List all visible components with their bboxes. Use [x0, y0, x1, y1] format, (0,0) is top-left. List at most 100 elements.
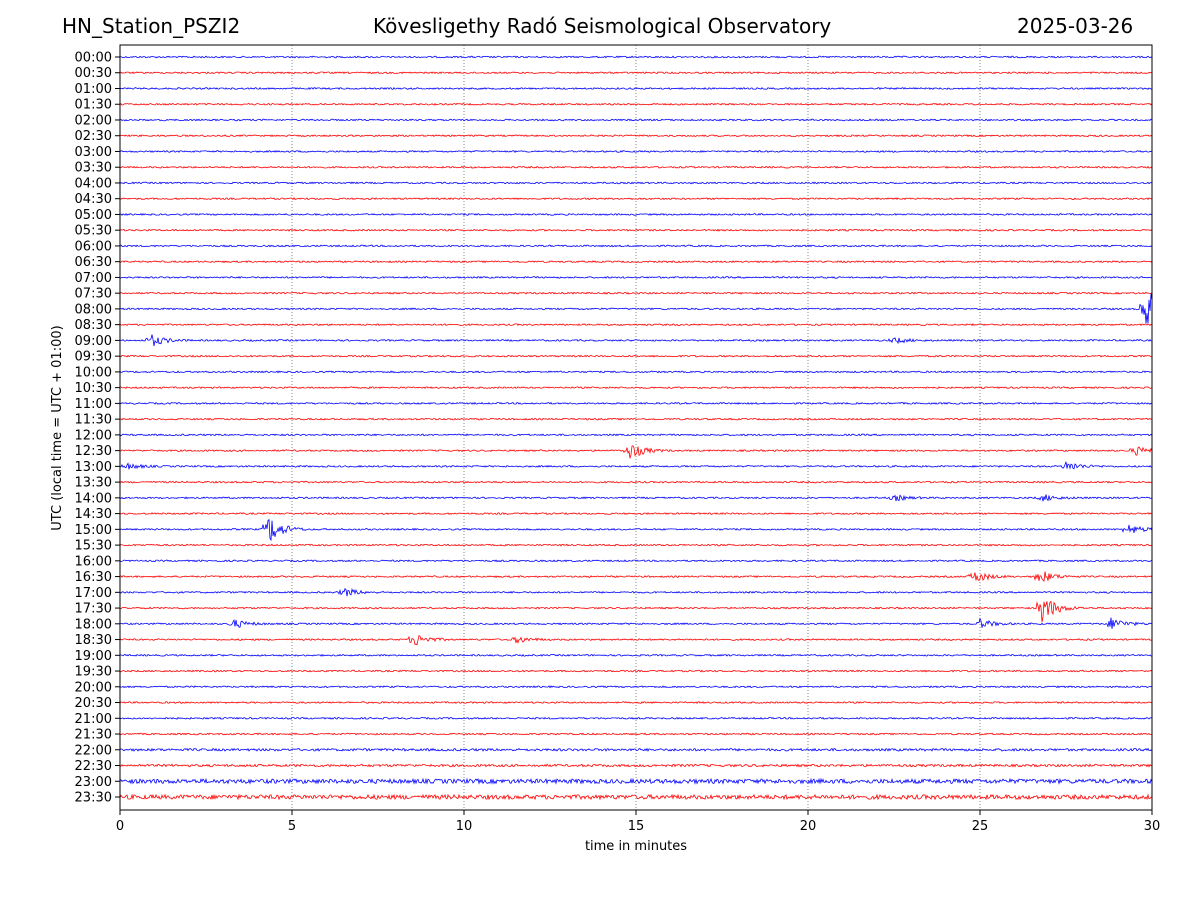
x-tick-label: 25 [972, 819, 989, 834]
x-axis-label: time in minutes [585, 839, 687, 854]
trace-1430 [119, 512, 1152, 516]
y-tick-label: 12:00 [75, 428, 112, 443]
trace-1600 [119, 559, 1153, 563]
y-tick-label: 19:00 [75, 649, 112, 664]
y-tick-label: 09:00 [75, 334, 112, 349]
y-axis-label: UTC (local time = UTC + 01:00) [50, 325, 65, 530]
trace-1000 [119, 370, 1153, 374]
y-tick-label: 18:00 [75, 617, 112, 632]
trace-2300 [119, 777, 1153, 785]
observatory-title: Kövesligethy Radó Seismological Observat… [373, 14, 832, 38]
trace-1300 [119, 461, 1153, 470]
plot-frame [119, 44, 1153, 811]
y-tick-label: 23:00 [75, 775, 112, 790]
trace-1230 [119, 445, 1153, 459]
trace-1330 [119, 480, 1153, 484]
y-tick-label: 20:00 [75, 680, 112, 695]
y-tick-label: 16:00 [75, 554, 112, 569]
y-tick-label: 23:30 [75, 791, 112, 806]
trace-0530 [119, 228, 1153, 232]
trace-1030 [119, 386, 1153, 390]
trace-1830 [119, 635, 1153, 646]
y-tick-label: 13:00 [75, 460, 112, 475]
trace-2200 [119, 747, 1153, 752]
trace-0030 [119, 71, 1152, 75]
trace-0600 [119, 244, 1153, 248]
trace-2000 [119, 685, 1153, 689]
y-tick-label: 19:30 [75, 665, 112, 680]
trace-0630 [119, 260, 1153, 264]
y-tick-label: 07:30 [75, 287, 112, 302]
y-tick-label: 05:30 [75, 224, 112, 239]
trace-0100 [119, 86, 1153, 91]
y-tick-label: 03:00 [75, 145, 112, 160]
x-tick-label: 30 [1144, 819, 1161, 834]
station-title: HN_Station_PSZI2 [62, 14, 241, 38]
x-tick-label: 10 [456, 819, 473, 834]
y-tick-label: 00:30 [75, 66, 112, 81]
y-tick-label: 14:30 [75, 507, 112, 522]
trace-1500 [119, 518, 1153, 542]
y-tick-label: 21:30 [75, 728, 112, 743]
trace-1800 [119, 617, 1153, 629]
y-tick-label: 04:30 [75, 192, 112, 207]
x-tick-label: 5 [288, 819, 296, 834]
y-tick-label: 08:30 [75, 318, 112, 333]
trace-0730 [119, 291, 1153, 295]
y-tick-label: 02:30 [75, 129, 112, 144]
trace-1700 [119, 587, 1153, 597]
y-tick-label: 06:30 [75, 255, 112, 270]
trace-0700 [119, 275, 1153, 279]
trace-1200 [119, 433, 1153, 437]
trace-2030 [119, 701, 1153, 705]
x-tick-label: 15 [628, 819, 645, 834]
trace-0800 [119, 293, 1153, 324]
trace-0500 [119, 212, 1153, 216]
trace-1930 [119, 669, 1153, 673]
y-tick-label: 21:00 [75, 712, 112, 727]
y-tick-label: 06:00 [75, 239, 112, 254]
trace-1130 [119, 417, 1153, 421]
trace-2100 [119, 716, 1153, 720]
trace-0230 [119, 134, 1153, 138]
date-title: 2025-03-26 [1017, 14, 1134, 38]
trace-0830 [119, 323, 1153, 327]
trace-0400 [119, 181, 1153, 185]
y-tick-label: 04:00 [75, 176, 112, 191]
y-tick-label: 16:30 [75, 570, 112, 585]
x-tick-label: 20 [800, 819, 817, 834]
y-tick-label: 18:30 [75, 633, 112, 648]
trace-1630 [119, 571, 1153, 583]
y-tick-label: 10:00 [75, 365, 112, 380]
y-tick-label: 22:30 [75, 759, 112, 774]
trace-0300 [119, 149, 1153, 153]
y-tick-label: 01:30 [75, 98, 112, 113]
trace-0930 [119, 354, 1153, 358]
y-tick-label: 03:30 [75, 161, 112, 176]
y-tick-label: 11:30 [75, 413, 112, 428]
y-tick-label: 15:30 [75, 539, 112, 554]
y-tick-label: 13:30 [75, 476, 112, 491]
y-tick-label: 12:30 [75, 444, 112, 459]
trace-1400 [120, 494, 1153, 502]
x-tick-label: 0 [116, 819, 124, 834]
y-tick-label: 10:30 [75, 381, 112, 396]
trace-2330 [119, 793, 1153, 801]
y-tick-label: 05:00 [75, 208, 112, 223]
y-tick-label: 01:00 [75, 82, 112, 97]
trace-1530 [119, 543, 1153, 547]
y-tick-label: 09:30 [75, 350, 112, 365]
y-tick-label: 20:30 [75, 696, 112, 711]
trace-0900 [119, 334, 1152, 346]
y-tick-label: 17:00 [75, 586, 112, 601]
y-tick-label: 11:00 [75, 397, 112, 412]
trace-2230 [119, 763, 1153, 768]
trace-1100 [119, 401, 1153, 405]
y-tick-label: 22:00 [75, 743, 112, 758]
y-tick-label: 17:30 [75, 602, 112, 617]
y-tick-label: 14:00 [75, 491, 112, 506]
y-tick-label: 15:00 [75, 523, 112, 538]
y-tick-label: 02:00 [75, 113, 112, 128]
